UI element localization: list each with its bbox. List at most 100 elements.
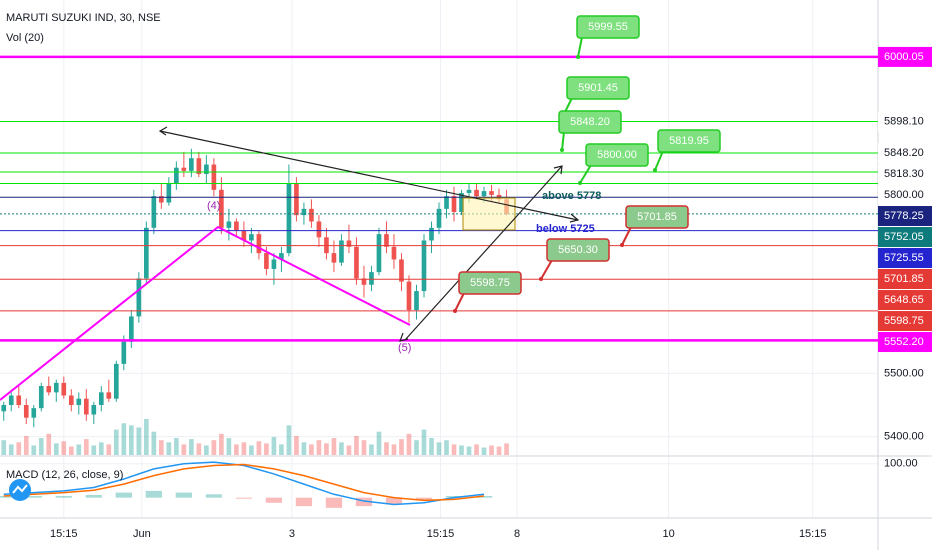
candle-body	[249, 234, 254, 241]
macd-histogram	[205, 494, 223, 498]
price-label-bg	[878, 269, 932, 290]
volume-bar	[144, 419, 149, 455]
volume-bar	[301, 442, 307, 455]
candle-body	[204, 164, 209, 175]
callout-anchor	[539, 277, 543, 281]
volume-bar	[384, 442, 389, 455]
candle-body	[286, 183, 292, 254]
volume-bar	[234, 444, 239, 455]
price-label-bg	[878, 206, 932, 227]
candle-body	[121, 341, 127, 364]
volume-bar	[294, 435, 299, 455]
volume-bar	[264, 443, 269, 455]
volume-bar	[113, 429, 119, 455]
candle-body	[309, 208, 314, 222]
candle-body	[271, 259, 277, 269]
drawings	[0, 126, 580, 401]
candle-body	[241, 230, 247, 241]
volume-bar	[286, 425, 292, 455]
candle-body	[391, 246, 397, 260]
candle-body	[113, 363, 119, 399]
price-label-bg	[878, 227, 932, 248]
callout-anchor	[560, 148, 564, 152]
y-tick-label: 5500.00	[884, 367, 924, 379]
macd-histogram	[0, 495, 12, 498]
candle-body	[466, 189, 472, 194]
x-tick-label: 15:15	[50, 528, 78, 540]
macd-histogram	[25, 495, 42, 498]
volume-bar	[76, 444, 82, 455]
price-label: 5552.20	[884, 336, 924, 348]
chart-title: MARUTI SUZUKI IND, 30, NSE	[6, 12, 161, 24]
callout-label: 5819.95	[669, 135, 709, 147]
candle-body	[376, 234, 382, 273]
x-tick-label: Jun	[133, 528, 151, 540]
volume-bar	[106, 444, 112, 455]
volume-bar	[151, 431, 157, 455]
volume-bar	[91, 445, 97, 455]
candle-body	[61, 382, 67, 396]
trend-line	[159, 130, 579, 221]
volume-bar	[204, 445, 209, 455]
logo-mark	[12, 484, 28, 494]
macd-histogram	[475, 495, 493, 498]
volume-bar	[226, 438, 232, 455]
volume-bar	[444, 440, 449, 455]
callout-label: 5999.55	[588, 21, 628, 33]
trend-line	[404, 165, 563, 341]
volume-bar	[376, 431, 382, 455]
annotation: below 5725	[536, 223, 595, 235]
candle-body	[346, 240, 352, 247]
volume-label: Vol (20)	[6, 32, 44, 44]
volume-bar	[256, 441, 262, 455]
price-label-bg	[878, 111, 932, 132]
volume-bar	[309, 444, 314, 455]
volume-bar	[361, 440, 367, 455]
price-label-bg	[878, 290, 932, 311]
volume-bar	[219, 433, 224, 455]
y-tick-label: 100.00	[884, 458, 918, 470]
candle-body	[316, 221, 322, 238]
callout-box	[566, 76, 630, 100]
volume-bar	[279, 444, 284, 455]
macd-histogram	[385, 497, 403, 505]
callout-box	[576, 15, 640, 39]
volume-bar	[271, 437, 277, 455]
macd-histogram	[355, 497, 373, 507]
candle-body	[459, 193, 464, 212]
candle-body	[76, 398, 82, 406]
price-label-bg	[878, 143, 932, 164]
candle-body	[16, 395, 22, 406]
y-tick-label: 5400.00	[884, 431, 924, 443]
x-tick-label: 8	[514, 528, 520, 540]
arrow-head	[569, 213, 580, 223]
arrow-head	[158, 126, 168, 136]
macd-histogram	[235, 497, 253, 499]
macd-histogram	[325, 497, 343, 508]
candle-body	[106, 392, 112, 399]
volume-bar	[436, 442, 442, 455]
volume-bar	[474, 444, 479, 455]
volume-bar	[496, 446, 502, 455]
callout-label: 5598.75	[470, 277, 510, 289]
volume-bar	[166, 442, 172, 455]
wave-line	[0, 225, 411, 401]
volume-bar	[68, 446, 74, 455]
candle-body	[189, 158, 194, 171]
callout-box	[625, 205, 689, 229]
volume-bar	[354, 435, 359, 455]
candle-body	[429, 227, 434, 241]
price-label: 5818.30	[884, 168, 924, 180]
volume-bar	[121, 423, 127, 455]
candle-body	[181, 167, 187, 171]
callout-pointer	[579, 164, 592, 184]
price-label-bg	[878, 46, 932, 67]
price-label: 5752.05	[884, 231, 924, 243]
volume-bar	[53, 443, 59, 455]
candle-body	[151, 196, 157, 228]
volume-bar	[8, 444, 14, 455]
candle-body	[144, 227, 149, 279]
candle-body	[219, 189, 224, 228]
candle-body	[384, 234, 389, 247]
